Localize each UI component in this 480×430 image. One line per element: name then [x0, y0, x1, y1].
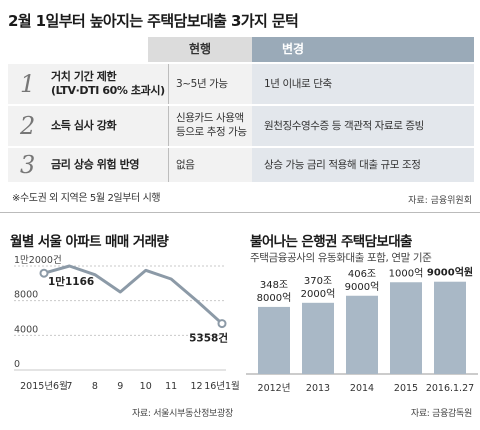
data-point	[217, 319, 227, 329]
x-tick-label: 10	[140, 381, 152, 392]
data-label: 1000억	[389, 267, 424, 279]
current-cell-line: 신용카드 사용액	[176, 112, 244, 124]
table-row: 3 금리 상승 위험 반영 없음 상승 가능 금리 적용해 대출 규모 조정	[8, 148, 474, 182]
line-chart-title: 월별 서울 아파트 매매 거래량	[10, 234, 169, 250]
change-cell: 상승 가능 금리 적용해 대출 규모 조정	[264, 159, 421, 171]
bar-chart-title: 불어나는 은행권 주택담보대출	[250, 234, 412, 250]
bar-chart-source: 자료: 금융감독원	[410, 409, 472, 419]
x-tick-label: 9	[117, 381, 123, 392]
series-line	[43, 264, 224, 325]
row-label-line: 거치 기간 제한	[51, 70, 117, 83]
table-note: ※수도권 외 지역은 5월 2일부터 시행	[12, 193, 161, 204]
x-tick-label: 2014	[350, 383, 374, 394]
bar-chart-subtitle: 주택금융공사의 유동화대출 포함, 연말 기준	[250, 252, 432, 264]
change-cell-bg	[252, 106, 474, 146]
data-label: 1만1166	[48, 275, 94, 288]
row-number: 2	[20, 112, 36, 140]
column-divider	[168, 64, 169, 104]
table-row: 2 소득 심사 강화 신용카드 사용액 등으로 추정 가능 원천징수영수증 등 …	[8, 106, 474, 146]
x-tick-label: 2015년6월	[20, 380, 68, 392]
x-tick-label: 8	[92, 381, 98, 392]
x-tick-label: 12	[191, 381, 203, 392]
current-cell-line: 등으로 추정 가능	[176, 126, 247, 138]
x-tick-label: 11	[165, 381, 177, 392]
x-tick-label: 16년1월	[204, 380, 240, 392]
data-label: 348조	[260, 280, 288, 291]
x-tick-label: 2016.1.27	[426, 383, 474, 394]
current-cell: 신용카드 사용액 등으로 추정 가능	[176, 111, 252, 139]
data-label: 9000억원	[427, 266, 473, 279]
table-header-current: 현행	[148, 37, 252, 62]
change-cell-bg	[252, 64, 474, 104]
x-tick-label: 2015	[394, 383, 418, 394]
x-tick-label: 2013	[306, 383, 330, 394]
x-tick-label: 2012년	[258, 383, 291, 394]
row-label-line: (LTV·DTI 60% 초과시)	[51, 84, 165, 97]
data-label: 9000억	[345, 281, 380, 293]
data-point	[39, 268, 49, 278]
row-label: 금리 상승 위험 반영	[51, 158, 140, 171]
table-header-change: 변경	[252, 37, 474, 62]
change-cell-bg	[252, 148, 474, 182]
table-row: 1 거치 기간 제한 (LTV·DTI 60% 초과시) 3~5년 가능 1년 …	[8, 64, 474, 104]
row-number: 3	[20, 151, 36, 179]
change-cell: 1년 이내로 단축	[264, 78, 332, 90]
table-source: 자료: 금융위원회	[408, 196, 472, 206]
y-tick-label: 0	[14, 359, 20, 370]
bar	[302, 302, 334, 374]
current-cell: 없음	[176, 159, 195, 171]
y-tick-label: 8000	[14, 290, 38, 301]
bar	[346, 295, 378, 374]
page-title: 2월 1일부터 높아지는 주택담보대출 3가지 문턱	[8, 12, 299, 30]
section-divider	[0, 212, 480, 213]
data-label: 8000억	[257, 292, 292, 304]
column-divider	[168, 148, 169, 182]
data-label: 2000억	[301, 288, 336, 300]
bar	[434, 281, 466, 374]
data-label: 406조	[348, 269, 376, 280]
row-label: 거치 기간 제한 (LTV·DTI 60% 초과시)	[51, 70, 165, 98]
data-label: 370조	[304, 276, 332, 287]
change-cell: 원천징수영수증 등 객관적 자료로 증빙	[264, 120, 424, 132]
y-tick-label: 1만2000건	[14, 255, 62, 266]
column-divider	[168, 106, 169, 146]
data-label: 5358건	[189, 332, 228, 345]
x-tick-label: 7	[66, 381, 72, 392]
line-chart-source: 자료: 서울시부동산정보광장	[131, 409, 233, 419]
y-tick-label: 4000	[14, 324, 38, 335]
bar	[390, 282, 422, 374]
current-cell: 3~5년 가능	[176, 78, 228, 90]
row-number: 1	[20, 70, 36, 98]
bar	[258, 306, 290, 374]
row-label: 소득 심사 강화	[51, 119, 117, 132]
